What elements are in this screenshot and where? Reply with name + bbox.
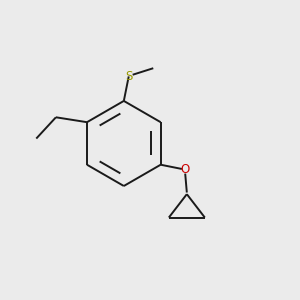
Text: S: S [125, 70, 132, 83]
Text: O: O [181, 163, 190, 176]
